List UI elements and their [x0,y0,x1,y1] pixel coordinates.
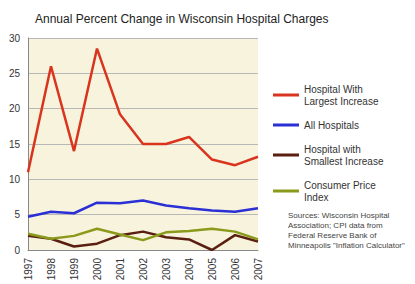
svg-text:Smallest Increase: Smallest Increase [304,156,384,167]
svg-text:Federal Reserve Bank of: Federal Reserve Bank of [288,231,379,240]
svg-text:0: 0 [14,245,20,256]
svg-text:15: 15 [9,139,21,150]
svg-text:Largest Increase: Largest Increase [304,96,379,107]
svg-text:1999: 1999 [69,258,80,281]
svg-text:Minneapolis "Inflation Calcula: Minneapolis "Inflation Calculator" [288,241,405,250]
svg-text:2001: 2001 [115,258,126,281]
svg-text:Consumer Price: Consumer Price [304,180,378,191]
svg-text:2003: 2003 [161,258,172,281]
svg-text:Sources: Wisconsin Hospital: Sources: Wisconsin Hospital [288,211,392,220]
svg-text:Hospital with: Hospital with [304,144,363,155]
svg-text:30: 30 [9,33,21,44]
svg-text:2002: 2002 [138,258,149,281]
svg-text:10: 10 [9,174,21,185]
svg-text:5: 5 [14,209,20,220]
svg-text:All Hospitals: All Hospitals [304,120,359,131]
svg-text:1997: 1997 [23,258,34,281]
svg-text:2007: 2007 [253,258,264,281]
svg-text:2004: 2004 [184,258,195,281]
svg-text:2006: 2006 [230,258,241,281]
svg-text:2000: 2000 [92,258,103,281]
svg-text:25: 25 [9,68,21,79]
svg-text:Hospital With: Hospital With [304,84,366,95]
svg-text:2005: 2005 [207,258,218,281]
svg-text:20: 20 [9,103,21,114]
svg-text:Index: Index [304,192,328,203]
svg-text:Association; CPI data from: Association; CPI data from [288,221,385,230]
svg-text:1998: 1998 [46,258,57,281]
svg-text:Annual Percent Change in Wisco: Annual Percent Change in Wisconsin Hospi… [35,12,329,26]
